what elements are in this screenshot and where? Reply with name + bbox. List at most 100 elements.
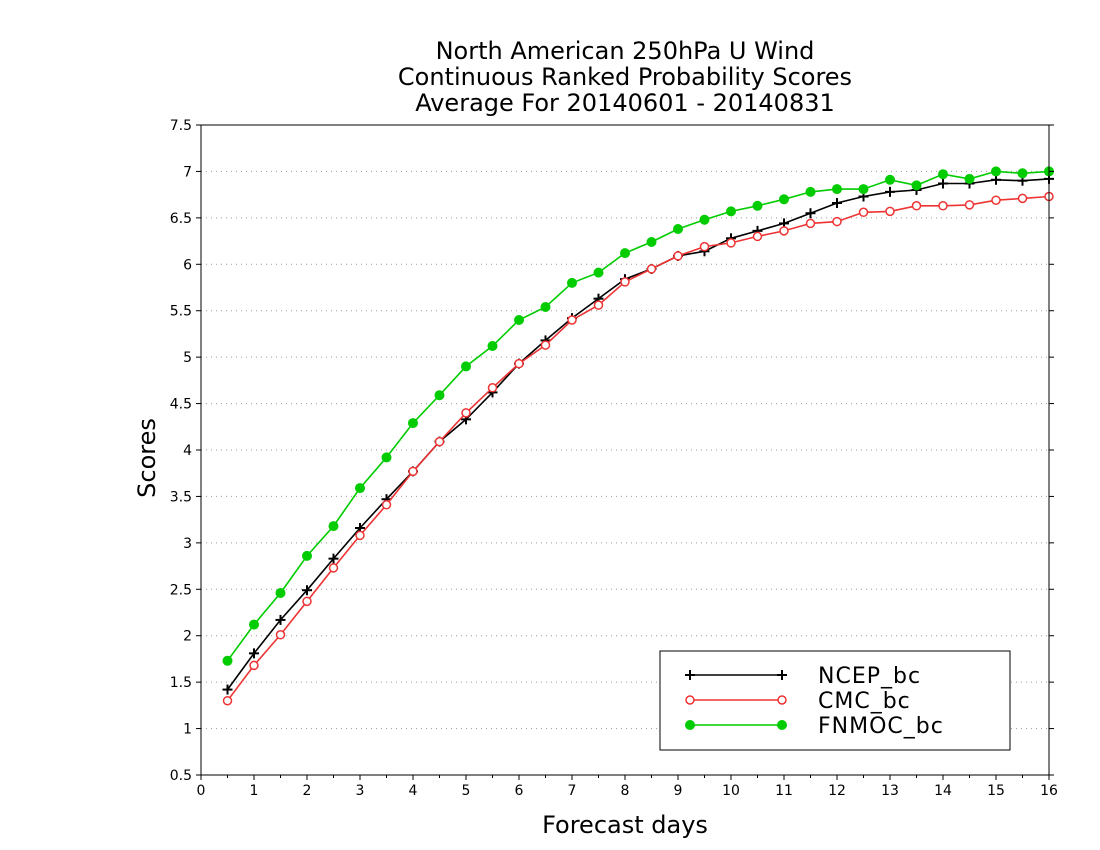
y-tick-label: 3 bbox=[183, 536, 192, 552]
y-tick-label: 2 bbox=[183, 629, 192, 645]
y-axis-label: Scores bbox=[133, 418, 161, 498]
x-tick-label: 5 bbox=[462, 783, 471, 799]
y-tick-label: 5 bbox=[183, 350, 192, 366]
ncep-bc-point bbox=[275, 614, 286, 625]
ncep-bc-point bbox=[885, 186, 895, 197]
x-tick-label: 8 bbox=[621, 783, 630, 799]
fnmoc-bc-point bbox=[858, 184, 869, 195]
fnmoc-bc-point bbox=[673, 224, 683, 234]
fnmoc-bc-point bbox=[885, 174, 895, 185]
fnmoc-bc-point bbox=[461, 361, 471, 372]
y-tick-label: 7.5 bbox=[170, 118, 192, 134]
x-tick-label: 3 bbox=[356, 783, 365, 799]
x-tick-label: 11 bbox=[775, 783, 793, 799]
cmc-bc-point bbox=[249, 660, 259, 671]
fnmoc-bc-point bbox=[938, 169, 948, 180]
cmc-bc-point bbox=[434, 436, 445, 447]
legend-ncep-bc-point bbox=[685, 670, 695, 680]
cmc-bc-point bbox=[275, 630, 286, 640]
axes: 0.511.522.533.544.555.566.577.50 1 2 3 4 5 6 7 8… bbox=[170, 118, 1058, 799]
ncep-bc-point bbox=[805, 208, 816, 219]
cmc-bc-point bbox=[567, 315, 577, 325]
series-fnmoc-bc bbox=[222, 166, 1054, 666]
cmc-bc-point bbox=[699, 241, 710, 252]
x-tick-label: 7 bbox=[568, 783, 577, 799]
ncep-bc-point bbox=[328, 553, 339, 564]
cmc-bc-point bbox=[938, 201, 948, 211]
title-line-3: Average For 20140601 - 20140831 bbox=[415, 89, 835, 117]
legend-item-ncep-bc: NCEP_bc bbox=[685, 664, 921, 689]
x-tick-label: 14 bbox=[934, 783, 952, 799]
fnmoc-bc-point bbox=[567, 277, 577, 288]
fnmoc-bc-point bbox=[381, 452, 392, 463]
legend-cmc-bc-point bbox=[685, 695, 695, 705]
y-tick-label: 1 bbox=[183, 722, 192, 738]
fnmoc-bc-point bbox=[752, 200, 763, 211]
cmc-bc-point bbox=[991, 195, 1001, 205]
cmc-bc-point bbox=[646, 264, 657, 274]
y-tick-label: 1.5 bbox=[170, 675, 192, 691]
ncep-bc-line bbox=[226, 178, 1050, 691]
legend-label: NCEP_bc bbox=[818, 664, 921, 689]
fnmoc-bc-point bbox=[699, 214, 710, 225]
ncep-bc-point bbox=[991, 174, 1001, 185]
x-tick-label: 15 bbox=[987, 783, 1005, 799]
legend-fnmoc-bc-point bbox=[777, 720, 787, 730]
legend-ncep-bc-point bbox=[777, 670, 787, 680]
y-tick-label: 6 bbox=[183, 257, 192, 273]
cmc-bc-point bbox=[328, 563, 339, 573]
y-tick-label: 4 bbox=[183, 443, 192, 459]
legend-label: CMC_bc bbox=[818, 689, 911, 714]
y-tick-label: 7 bbox=[183, 164, 192, 180]
fnmoc-bc-point bbox=[620, 248, 630, 259]
y-tick-label: 2.5 bbox=[170, 582, 192, 598]
fnmoc-bc-point bbox=[487, 341, 498, 351]
y-tick-label: 0.5 bbox=[170, 768, 192, 784]
fnmoc-bc-point bbox=[805, 186, 816, 197]
fnmoc-bc-point bbox=[355, 483, 365, 494]
x-tick-label: 16 bbox=[1040, 783, 1058, 799]
cmc-bc-point bbox=[540, 340, 551, 350]
cmc-bc-point bbox=[858, 207, 869, 218]
legend-cmc-bc-point bbox=[777, 695, 787, 705]
x-tick-label: 4 bbox=[409, 783, 418, 799]
cmc-bc-point bbox=[832, 216, 842, 227]
cmc-bc-point bbox=[593, 300, 604, 310]
cmc-bc-line bbox=[226, 195, 1050, 702]
series-ncep-bc bbox=[222, 173, 1054, 695]
fnmoc-bc-point bbox=[593, 267, 604, 278]
ncep-bc-point bbox=[222, 684, 233, 695]
fnmoc-bc-point bbox=[514, 315, 524, 325]
legend-item-cmc-bc: CMC_bc bbox=[685, 689, 911, 714]
fnmoc-bc-point bbox=[328, 521, 339, 532]
cmc-bc-point bbox=[222, 695, 233, 706]
fnmoc-bc-point bbox=[408, 418, 418, 429]
fnmoc-bc-point bbox=[646, 237, 657, 247]
cmc-bc-point bbox=[911, 201, 922, 211]
y-tick-label: 4.5 bbox=[170, 397, 192, 413]
x-tick-label: 1 bbox=[250, 783, 259, 799]
cmc-bc-point bbox=[302, 596, 312, 607]
legend-item-fnmoc-bc: FNMOC_bc bbox=[685, 714, 944, 739]
x-tick-label: 6 bbox=[515, 783, 524, 799]
legend-label: FNMOC_bc bbox=[818, 714, 944, 739]
cmc-bc-point bbox=[381, 500, 392, 510]
cmc-bc-point bbox=[461, 408, 471, 418]
ncep-bc-point bbox=[832, 198, 842, 208]
cmc-bc-point bbox=[673, 251, 683, 261]
fnmoc-bc-point bbox=[964, 173, 975, 184]
x-tick-label: 12 bbox=[828, 783, 846, 799]
fnmoc-bc-line bbox=[226, 170, 1050, 662]
cmc-bc-point bbox=[885, 206, 895, 217]
cmc-bc-point bbox=[1017, 193, 1028, 204]
cmc-bc-point bbox=[620, 277, 630, 287]
x-tick-label: 13 bbox=[881, 783, 899, 799]
fnmoc-bc-point bbox=[991, 166, 1001, 177]
ncep-bc-point bbox=[249, 648, 259, 659]
y-tick-label: 6.5 bbox=[170, 211, 192, 227]
fnmoc-bc-point bbox=[832, 184, 842, 195]
cmc-bc-point bbox=[805, 218, 816, 229]
fnmoc-bc-point bbox=[302, 550, 312, 561]
